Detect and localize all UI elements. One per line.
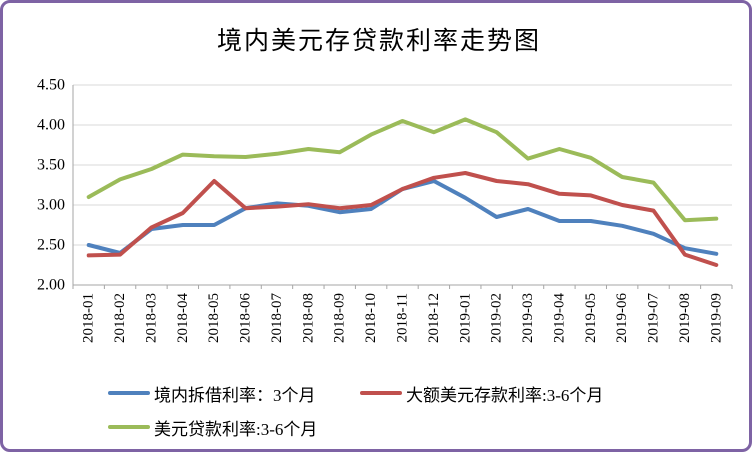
x-axis-tick-label: 2018-08 [300, 293, 316, 343]
legend-item-deposit-rate: 大额美元存款利率:3-6个月 [360, 381, 603, 406]
x-axis-tick-label: 2019-06 [614, 293, 630, 343]
x-axis-tick-label: 2019-01 [457, 293, 473, 343]
x-axis-tick-label: 2019-02 [489, 293, 505, 343]
x-axis-tick-label: 2019-07 [646, 293, 662, 343]
chart-title: 境内美元存贷款利率走势图 [216, 28, 541, 55]
series-line-interbank-rate [86, 179, 719, 256]
x-axis-tick-label: 2019-03 [520, 293, 536, 343]
x-axis-tick-label: 2018-06 [238, 293, 254, 343]
x-axis-tick-label: 2018-07 [269, 293, 285, 343]
legend-swatch-green-line [108, 425, 150, 429]
x-axis-tick-label: 2018-03 [143, 293, 159, 343]
series-line-loan-rate [86, 117, 719, 223]
x-axis-tick-label: 2018-04 [175, 293, 191, 343]
legend-row-1: 境内拆借利率：3个月 大额美元存款利率:3-6个月 [108, 381, 728, 405]
x-axis-tick-label: 2019-09 [708, 293, 724, 343]
x-axis-tick-label: 2018-05 [206, 293, 222, 343]
x-axis-tick-label: 2018-02 [112, 293, 128, 343]
x-axis-tick-label: 2018-12 [426, 293, 442, 343]
x-axis-tick-label: 2018-10 [363, 293, 379, 343]
series-line-deposit-rate [86, 171, 719, 267]
x-axis-tick-label: 2019-05 [583, 293, 599, 343]
legend-item-interbank-rate: 境内拆借利率：3个月 [108, 381, 360, 406]
legend-swatch-red-line [360, 391, 402, 395]
x-axis-tick-label: 2018-11 [395, 293, 411, 342]
y-axis-tick-label: 2.00 [37, 277, 65, 294]
y-axis-tick-label: 3.50 [37, 157, 65, 174]
legend-label-loan-rate: 美元贷款利率:3-6个月 [154, 419, 318, 439]
x-axis-tick-label: 2018-01 [81, 293, 97, 343]
x-axis-tick-label: 2019-08 [677, 293, 693, 343]
legend-row-2: 美元贷款利率:3-6个月 [108, 415, 728, 439]
line-chart-plot-area: 2.00 2.50 3.00 3.50 4.00 4.50 2018-01 2018-02 20… [37, 77, 733, 343]
legend-label-interbank-rate: 境内拆借利率：3个月 [154, 385, 316, 405]
y-axis-tick-label: 3.00 [37, 197, 65, 214]
x-axis-tick-label: 2019-04 [551, 293, 567, 343]
y-axis-tick-label: 2.50 [37, 237, 65, 254]
chart-legend: 境内拆借利率：3个月 大额美元存款利率:3-6个月 美元贷款利率:3-6个月 [108, 381, 728, 449]
legend-swatch-blue-line [108, 391, 150, 395]
y-axis-tick-label: 4.00 [37, 117, 65, 134]
y-axis-tick-label: 4.50 [37, 77, 65, 94]
legend-item-loan-rate: 美元贷款利率:3-6个月 [108, 415, 360, 440]
legend-label-deposit-rate: 大额美元存款利率:3-6个月 [406, 385, 604, 405]
x-axis-tick-label: 2018-09 [332, 293, 348, 343]
